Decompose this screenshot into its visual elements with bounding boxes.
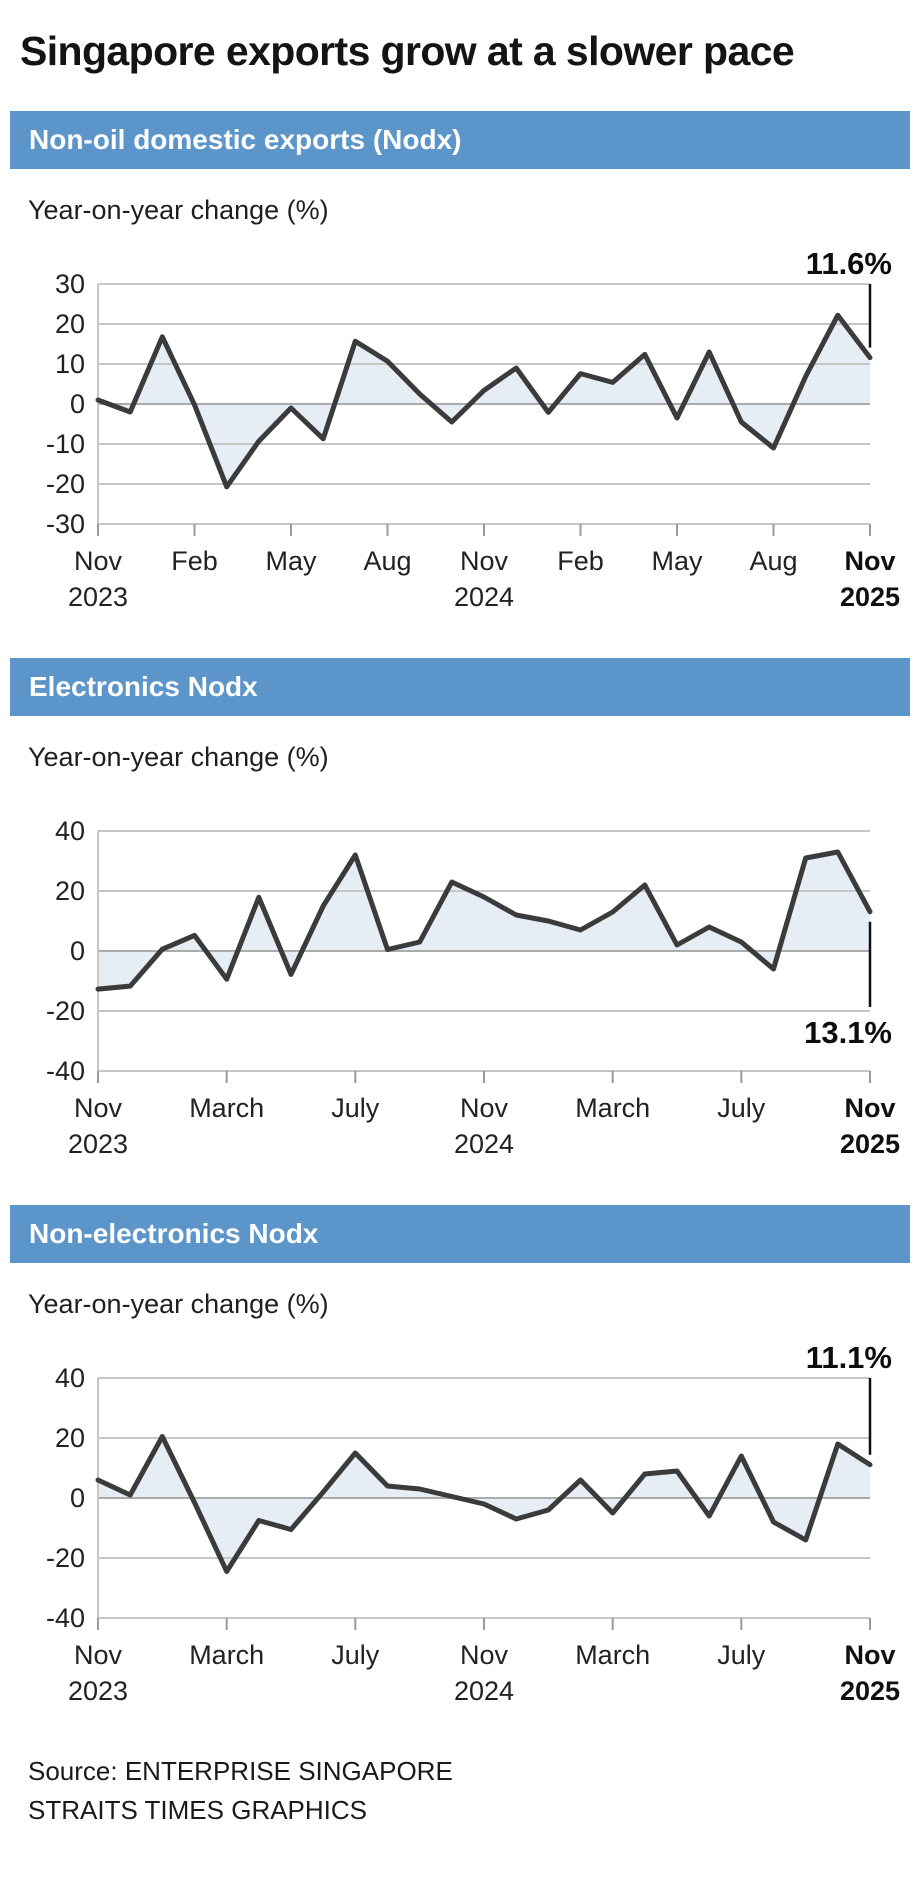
x-tick-year-label: 2023 [68, 582, 128, 612]
y-tick-label: -40 [46, 1056, 85, 1086]
x-tick-year-label: 2024 [454, 582, 514, 612]
latest-value-label: 11.6% [806, 246, 892, 281]
page-title: Singapore exports grow at a slower pace [20, 28, 795, 74]
data-line [95, 849, 873, 992]
x-tick-label: Nov [74, 1640, 123, 1670]
y-tick-label: -20 [46, 996, 85, 1026]
graphics-credit-line: STRAITS TIMES GRAPHICS [28, 1795, 368, 1825]
section-header-nodx: Non-oil domestic exports (Nodx) [10, 111, 910, 169]
y-tick-label: 20 [55, 876, 85, 906]
y-tick-label: -30 [46, 509, 85, 539]
y-tick-label: 0 [70, 389, 85, 419]
y-tick-label: 40 [55, 816, 85, 846]
y-tick-label: 0 [70, 1483, 85, 1513]
x-tick-label: Aug [363, 546, 411, 576]
x-tick-label: Nov [844, 1093, 895, 1123]
x-tick-label: Nov [74, 546, 123, 576]
y-tick-label: 20 [55, 309, 85, 339]
x-tick-label: Nov [74, 1093, 123, 1123]
x-tick-label: Feb [171, 546, 218, 576]
nodx-line-chart: 30 20 10 0 -10 -20 -30 Nov 2023 Feb May Aug Nov 2024 F… [46, 246, 900, 612]
y-tick-label: -20 [46, 1543, 85, 1573]
x-tick-label: March [189, 1093, 264, 1123]
data-line [95, 312, 873, 490]
infographic-page: Singapore exports grow at a slower pace … [10, 28, 910, 1830]
x-tick-label: Nov [844, 1640, 895, 1670]
x-tick-label: March [189, 1640, 264, 1670]
latest-value-label: 11.1% [806, 1340, 892, 1375]
x-tick-label: July [331, 1093, 380, 1123]
y-tick-label: 30 [55, 269, 85, 299]
x-tick-label: July [331, 1640, 380, 1670]
x-tick-label: Nov [460, 1093, 509, 1123]
x-tick-label: Nov [460, 546, 509, 576]
y-tick-label: 10 [55, 349, 85, 379]
x-tick-label: Nov [460, 1640, 509, 1670]
chart-section-electronics: Electronics Nodx Year-on-year change (%)… [10, 658, 910, 1175]
section-header-electronics: Electronics Nodx [10, 658, 910, 716]
x-tick-year-label: 2024 [454, 1676, 514, 1706]
y-tick-label: 20 [55, 1423, 85, 1453]
x-tick-year-label: 2025 [840, 1676, 900, 1706]
y-axis-title-non-electronics: Year-on-year change (%) [28, 1289, 329, 1319]
y-axis-title-nodx: Year-on-year change (%) [28, 195, 329, 225]
x-tick-year-label: 2023 [68, 1676, 128, 1706]
electronics-line-chart: 40 20 0 -20 -40 Nov 2023 March July Nov 2024 March J… [46, 816, 900, 1159]
y-tick-label: 40 [55, 1363, 85, 1393]
x-tick-label: July [717, 1640, 766, 1670]
section-title-electronics: Electronics Nodx [29, 671, 258, 702]
x-tick-label: Feb [557, 546, 604, 576]
x-tick-label: March [575, 1640, 650, 1670]
x-tick-label: Nov [844, 546, 895, 576]
section-header-non-electronics: Non-electronics Nodx [10, 1205, 910, 1263]
x-tick-year-label: 2024 [454, 1129, 514, 1159]
data-line [95, 1434, 873, 1574]
area-fill [98, 852, 870, 990]
y-tick-label: 0 [70, 936, 85, 966]
x-tick-year-label: 2025 [840, 582, 900, 612]
chart-section-non-electronics: Non-electronics Nodx Year-on-year change… [10, 1205, 910, 1722]
x-tick-year-label: 2025 [840, 1129, 900, 1159]
x-tick-label: July [717, 1093, 766, 1123]
y-tick-label: -40 [46, 1603, 85, 1633]
section-title-non-electronics: Non-electronics Nodx [29, 1218, 319, 1249]
chart-section-nodx: Non-oil domestic exports (Nodx) Year-on-… [10, 111, 910, 628]
non-electronics-line-chart: 40 20 0 -20 -40 Nov 2023 March July Nov 2024 March J… [46, 1340, 900, 1706]
x-tick-year-label: 2023 [68, 1129, 128, 1159]
x-tick-label: May [265, 546, 317, 576]
latest-value-label: 13.1% [804, 1015, 892, 1050]
x-tick-label: March [575, 1093, 650, 1123]
x-tick-label: Aug [749, 546, 797, 576]
y-axis-title-electronics: Year-on-year change (%) [28, 742, 329, 772]
y-tick-label: -10 [46, 429, 85, 459]
y-tick-label: -20 [46, 469, 85, 499]
source-line: Source: ENTERPRISE SINGAPORE [28, 1756, 453, 1786]
x-tick-label: May [651, 546, 703, 576]
source-credit: Source: ENTERPRISE SINGAPORE STRAITS TIM… [28, 1752, 910, 1830]
section-title-nodx: Non-oil domestic exports (Nodx) [29, 124, 462, 155]
area-fill [98, 315, 870, 487]
